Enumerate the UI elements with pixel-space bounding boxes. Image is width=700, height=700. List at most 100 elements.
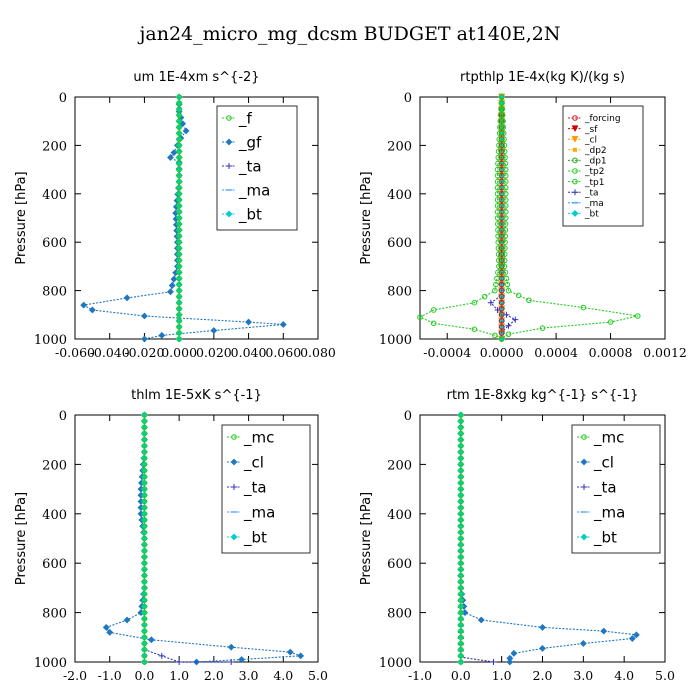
data-point [458,498,464,505]
legend-label: _cl [584,135,597,145]
data-point [494,209,501,215]
legend-label: _ma [593,503,625,522]
data-point [579,640,587,647]
data-point [176,118,182,124]
data-point [526,297,532,304]
data-point [498,251,505,258]
data-point [158,652,165,659]
data-point [494,275,500,282]
legend-marker [225,138,233,146]
chart-panel-2: rtpthlp 1E-4x(kg K)/(kg s) Pressure [hPa]… [359,70,687,360]
y-axis-label: Pressure [hPa] [14,171,29,264]
x-tick-label: 0.000 [161,345,197,360]
data-point [141,622,148,628]
data-point [487,299,494,306]
data-point [458,609,464,616]
data-point [498,227,505,233]
data-point [495,233,501,239]
data-point [500,118,506,124]
data-point [492,287,498,294]
data-point [498,160,505,167]
data-point [634,313,641,319]
data-point [141,541,148,548]
data-point [458,461,464,468]
data-point [458,566,464,573]
data-point [458,653,464,659]
legend-box [216,105,298,231]
data-point [141,430,148,437]
data-point [176,100,182,106]
data-point [502,172,509,179]
data-point [607,319,614,325]
data-point [176,312,182,318]
data-point [502,221,509,227]
x-tick-label: -0.060 [55,345,95,360]
legend-label: _tp2 [584,167,604,177]
series-tp2 [498,94,641,342]
data-point [141,473,148,480]
data-point [176,263,182,270]
y-tick-label: 200 [387,139,412,154]
data-point [106,628,114,636]
data-point [147,636,155,644]
data-point [458,492,464,499]
data-point [458,578,464,585]
data-point [176,94,182,100]
data-point [141,523,148,529]
legend-label: _bt [593,528,617,547]
data-point [176,112,182,118]
data-point [632,631,640,639]
data-point [176,269,182,276]
y-tick-label: 400 [42,508,67,523]
y-tick-label: 800 [387,285,412,300]
data-point [494,166,501,173]
data-point [458,554,464,560]
data-point [458,504,464,511]
data-point [458,597,464,604]
legend-label: _mc [243,428,274,447]
data-point [497,112,504,118]
legend-marker [571,125,579,133]
data-point [458,486,464,492]
chart-panel-4: rtm 1E-8xkg kg^{-1} s^{-1} Pressure [hPa]… [359,388,675,683]
data-point [458,418,464,424]
data-point [501,257,508,264]
data-point [458,430,464,437]
panel-title: thlm 1E-5xK s^{-1} [131,388,262,403]
data-point [502,191,509,197]
data-point [502,154,508,161]
data-point [141,640,148,647]
x-tick-label: -1.0 [408,668,432,683]
legend-marker [572,168,578,174]
legend-marker [572,157,578,164]
data-point [141,511,148,517]
data-point [167,154,174,161]
data-point [176,124,182,131]
data-point [498,142,505,149]
legend-box [571,424,661,554]
x-tick-label: 0.0000 [480,345,524,360]
data-point [88,306,96,314]
data-point [458,424,464,431]
x-tick-label: 3.0 [239,668,259,683]
data-point [158,331,166,339]
data-point [141,548,148,554]
x-tick-label: -0.020 [124,345,164,360]
data-point [502,209,509,215]
data-point [141,529,148,536]
series-line [143,415,232,663]
data-point [458,473,464,480]
data-point [501,142,508,149]
data-point [498,215,505,221]
data-point [141,597,148,604]
data-point [141,312,148,320]
chart-panel-1: um 1E-4xm s^{-2} Pressure [hPa] 0 200 400 600… [14,70,336,360]
data-point [176,324,182,330]
legend: _forcing_sf_cl_dp2_dp1_tp2_tp1_ta_ma_bt [562,105,644,227]
data-point [297,652,305,660]
data-point [176,154,182,161]
data-point [498,100,505,106]
data-point [495,148,502,155]
data-point [496,130,503,137]
